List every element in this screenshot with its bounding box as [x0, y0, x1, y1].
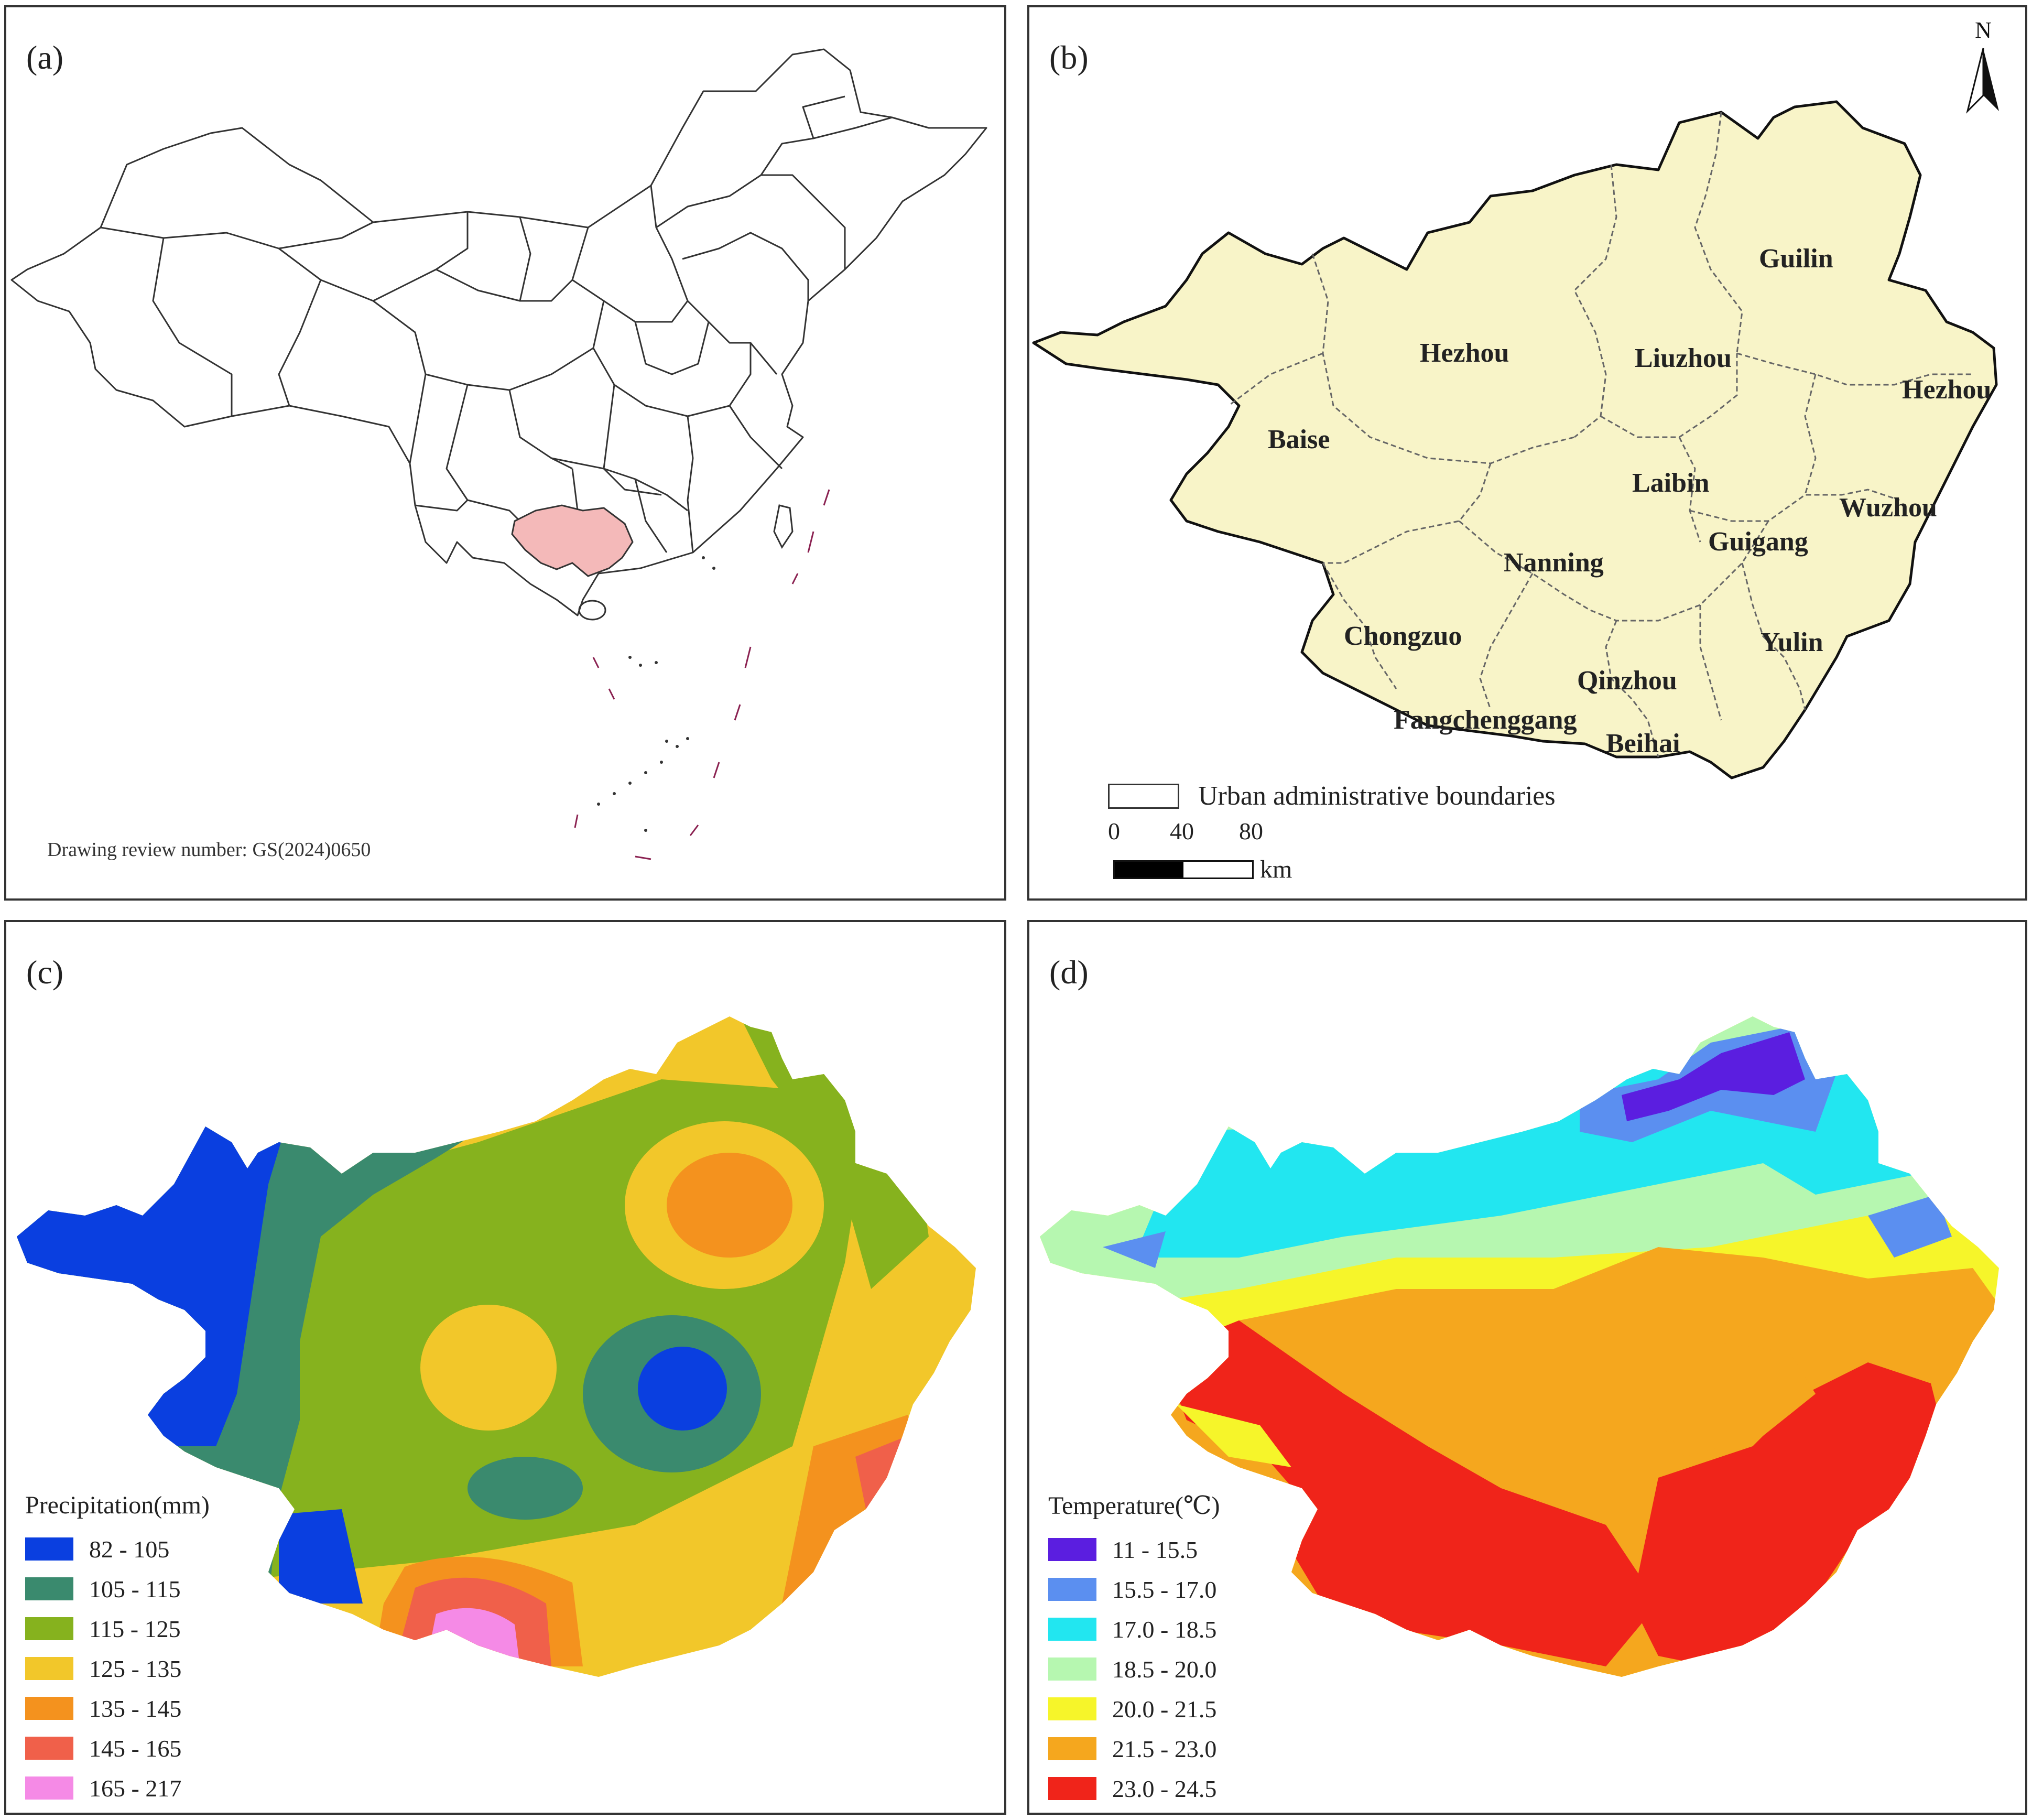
legend-range: 105 - 115 — [89, 1575, 181, 1602]
legend-range: 11 - 15.5 — [1112, 1536, 1198, 1563]
legend-range: 115 - 125 — [89, 1615, 181, 1642]
legend-range: 18.5 - 20.0 — [1112, 1655, 1217, 1683]
china-outline-map — [10, 48, 987, 860]
panel-d-temperature-map: (d) Temperature(℃) 11 - 15.5 15.5 - 17.0… — [1027, 920, 2027, 1815]
temperature-raster-map — [1040, 1016, 1999, 1677]
city-label-hezhou-west: Hezhou — [1420, 338, 1509, 368]
scale-tick-0: 0 — [1108, 818, 1120, 844]
legend-row: 105 - 115 — [25, 1569, 210, 1609]
legend-range: 20.0 - 21.5 — [1112, 1695, 1217, 1722]
scale-bar-graphic — [1113, 860, 1254, 879]
city-label-hezhou-east: Hezhou — [1902, 375, 1992, 405]
city-label-guigang: Guigang — [1708, 527, 1808, 557]
legend-swatch — [25, 1537, 73, 1561]
temperature-legend-title: Temperature(℃) — [1048, 1492, 1220, 1520]
legend-range: 23.0 - 24.5 — [1112, 1775, 1217, 1802]
city-label-fangchenggang: Fangchenggang — [1394, 705, 1577, 735]
temperature-legend: Temperature(℃) 11 - 15.5 15.5 - 17.0 17.… — [1048, 1491, 1220, 1808]
city-label-liuzhou: Liuzhou — [1635, 343, 1732, 373]
legend-range: 135 - 145 — [89, 1695, 182, 1722]
precipitation-legend: Precipitation(mm) 82 - 105 105 - 115 115… — [25, 1491, 210, 1808]
panel-a-label: (a) — [26, 39, 64, 76]
legend-row: 18.5 - 20.0 — [1048, 1649, 1220, 1689]
scale-tick-40: 40 — [1170, 818, 1194, 844]
scale-bar: 0 40 80 km — [1108, 817, 1292, 885]
legend-row: 115 - 125 — [25, 1609, 210, 1649]
city-label-yulin: Yulin — [1761, 627, 1823, 657]
scale-tick-80: 80 — [1239, 818, 1263, 844]
legend-row: 15.5 - 17.0 — [1048, 1569, 1220, 1609]
legend-row: 23.0 - 24.5 — [1048, 1769, 1220, 1808]
city-label-chongzuo: Chongzuo — [1344, 621, 1462, 651]
city-label-qinzhou: Qinzhou — [1577, 666, 1677, 696]
legend-swatch — [25, 1737, 73, 1760]
city-label-wuzhou: Wuzhou — [1839, 493, 1937, 523]
city-label-guilin: Guilin — [1759, 244, 1833, 274]
city-label-nanning: Nanning — [1504, 548, 1604, 578]
legend-row: 17.0 - 18.5 — [1048, 1609, 1220, 1649]
precipitation-legend-title: Precipitation(mm) — [25, 1491, 210, 1519]
city-label-laibin: Laibin — [1632, 468, 1710, 498]
legend-swatch — [1048, 1697, 1096, 1720]
panel-b-guangxi-cities: (b) N Guilin Hezhou Liuzhou Hezhou Ba — [1027, 5, 2027, 901]
china-outline — [10, 48, 987, 616]
legend-row: 21.5 - 23.0 — [1048, 1729, 1220, 1769]
guangxi-city-map — [1032, 100, 1998, 779]
guangxi-highlight — [511, 504, 634, 577]
legend-row: 165 - 217 — [25, 1768, 210, 1808]
legend-swatch — [25, 1617, 73, 1640]
city-label-beihai: Beihai — [1606, 729, 1680, 759]
legend-swatch — [25, 1776, 73, 1800]
panel-d-label: (d) — [1049, 954, 1089, 991]
panel-a-china-map: (a) — [4, 5, 1006, 901]
city-label-baise: Baise — [1268, 425, 1330, 454]
panel-c-label: (c) — [26, 954, 64, 991]
legend-range: 82 - 105 — [89, 1535, 170, 1563]
legend-range: 21.5 - 23.0 — [1112, 1735, 1217, 1762]
legend-row: 20.0 - 21.5 — [1048, 1689, 1220, 1729]
guangxi-outline — [1032, 100, 1998, 779]
legend-row: 145 - 165 — [25, 1728, 210, 1768]
legend-range: 125 - 135 — [89, 1655, 182, 1682]
scale-unit: km — [1260, 855, 1292, 883]
legend-swatch — [1048, 1658, 1096, 1681]
legend-range: 15.5 - 17.0 — [1112, 1576, 1217, 1603]
boundary-legend-swatch — [1108, 783, 1179, 809]
boundary-legend: Urban administrative boundaries — [1108, 781, 1556, 811]
legend-swatch — [1048, 1538, 1096, 1561]
panel-b-label: (b) — [1049, 39, 1089, 76]
panel-c-precipitation-map: (c) Precipitation(mm) — [4, 920, 1006, 1815]
legend-swatch — [1048, 1777, 1096, 1800]
legend-row: 125 - 135 — [25, 1649, 210, 1688]
legend-swatch — [25, 1697, 73, 1720]
legend-range: 165 - 217 — [89, 1774, 182, 1802]
legend-row: 11 - 15.5 — [1048, 1530, 1220, 1569]
legend-range: 17.0 - 18.5 — [1112, 1616, 1217, 1643]
boundary-legend-label: Urban administrative boundaries — [1198, 781, 1556, 811]
legend-range: 145 - 165 — [89, 1735, 182, 1762]
legend-swatch — [25, 1657, 73, 1680]
legend-row: 135 - 145 — [25, 1688, 210, 1728]
legend-swatch — [1048, 1578, 1096, 1601]
legend-swatch — [1048, 1618, 1096, 1641]
north-arrow-icon: N — [1966, 17, 1999, 114]
legend-swatch — [1048, 1737, 1096, 1760]
precipitation-raster-map — [17, 1016, 976, 1677]
legend-row: 82 - 105 — [25, 1529, 210, 1569]
drawing-review-note: Drawing review number: GS(2024)0650 — [47, 839, 371, 861]
north-label: N — [1975, 17, 1992, 43]
legend-swatch — [25, 1577, 73, 1600]
